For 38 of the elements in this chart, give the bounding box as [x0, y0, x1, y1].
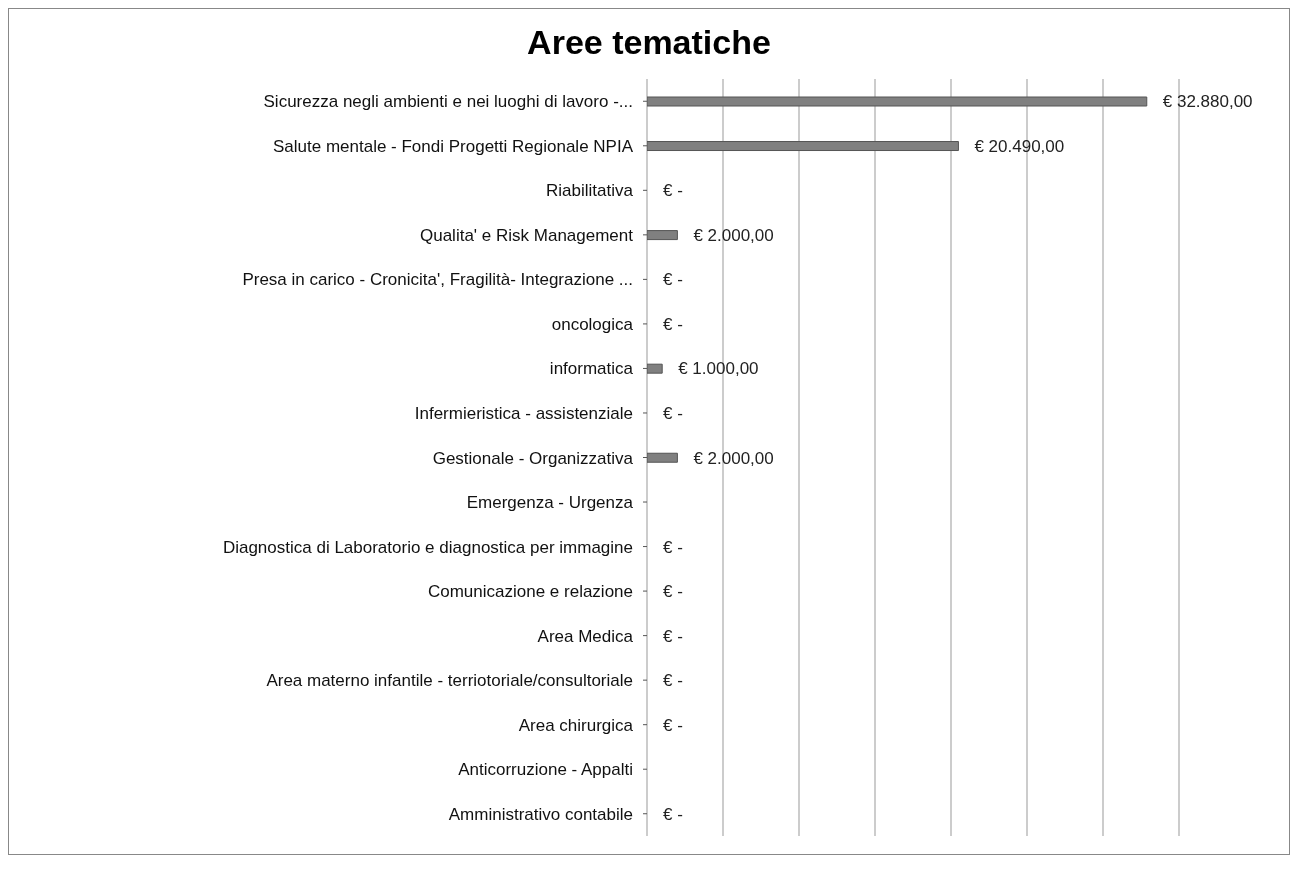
bar [647, 96, 1148, 107]
y-tick-label: Diagnostica di Laboratorio e diagnostica per immagine [222, 537, 633, 557]
y-tick-label: Infermieristica - assistenziale [414, 404, 633, 424]
y-tick-label: Emergenza - Urgenza [466, 493, 634, 513]
y-tick-label: Area materno infantile - terriotoriale/consultoriale [266, 671, 633, 691]
y-tick-label: Area Medica [537, 626, 634, 646]
bar [647, 230, 678, 241]
bar [647, 363, 663, 374]
data-label: € - [663, 270, 683, 290]
y-tick-label: Amministrativo contabile [448, 804, 633, 824]
data-label: € - [663, 626, 683, 646]
data-label: € 1.000,00 [678, 359, 759, 379]
y-tick-label: Gestionale - Organizzativa [432, 448, 634, 468]
data-label: € - [663, 804, 683, 824]
data-label: € - [663, 314, 683, 334]
y-tick-label: Anticorruzione - Appalti [458, 760, 633, 780]
data-label: € 20.490,00 [974, 136, 1065, 156]
y-tick-label: informatica [549, 359, 634, 379]
data-label: € - [663, 403, 683, 423]
bar [647, 452, 678, 463]
y-tick-label: oncologica [551, 314, 634, 334]
y-tick-label: Salute mentale - Fondi Progetti Regionale NPIA [272, 136, 634, 156]
data-label: € - [663, 715, 683, 735]
y-tick-label: Presa in carico - Cronicita', Fragilità- Integrazione ... [242, 270, 633, 290]
y-tick-label: Riabilitativa [546, 181, 634, 201]
data-label: € 2.000,00 [693, 448, 774, 468]
data-label: € - [663, 181, 683, 201]
y-tick-label: Sicurezza negli ambienti e nei luoghi di lavoro -... [263, 92, 633, 112]
y-tick-label: Comunicazione e relazione [427, 582, 633, 602]
data-label: € 32.880,00 [1162, 92, 1253, 112]
y-tick-label: Area chirurgica [518, 715, 634, 735]
y-tick-label: Qualita' e Risk Management [419, 225, 634, 245]
chart-title: Aree tematiche [526, 23, 772, 63]
data-label: € 2.000,00 [693, 225, 774, 245]
data-label: € - [663, 582, 683, 602]
bar [647, 141, 959, 152]
data-label: € - [663, 671, 683, 691]
data-label: € - [663, 537, 683, 557]
